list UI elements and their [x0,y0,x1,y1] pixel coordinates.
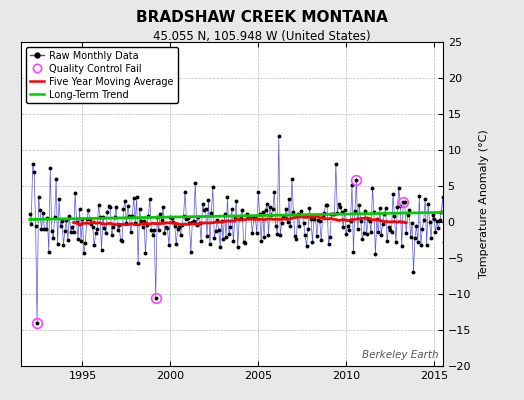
Text: 45.055 N, 105.948 W (United States): 45.055 N, 105.948 W (United States) [153,30,371,43]
Text: BRADSHAW CREEK MONTANA: BRADSHAW CREEK MONTANA [136,10,388,25]
Legend: Raw Monthly Data, Quality Control Fail, Five Year Moving Average, Long-Term Tren: Raw Monthly Data, Quality Control Fail, … [26,47,178,103]
Y-axis label: Temperature Anomaly (°C): Temperature Anomaly (°C) [479,130,489,278]
Text: Berkeley Earth: Berkeley Earth [362,350,439,360]
